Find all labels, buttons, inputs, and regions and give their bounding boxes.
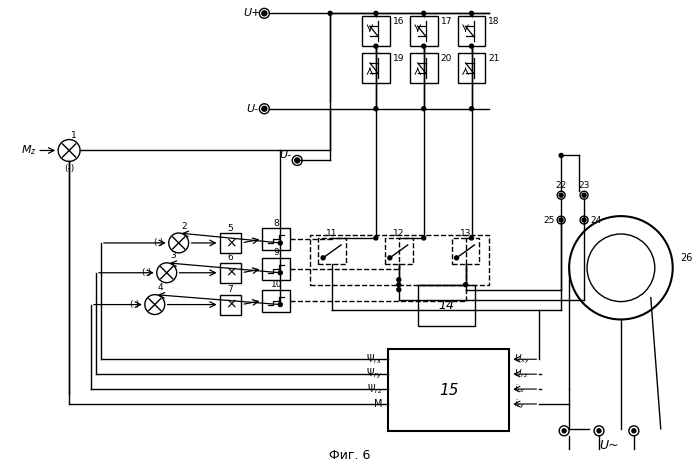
Circle shape	[262, 11, 267, 16]
Text: 11: 11	[326, 228, 338, 238]
Text: $i_{ry}$: $i_{ry}$	[514, 397, 525, 411]
Circle shape	[559, 153, 563, 158]
Circle shape	[421, 236, 426, 240]
Text: 21: 21	[489, 54, 500, 62]
Text: (-): (-)	[154, 239, 164, 247]
Text: 19: 19	[393, 54, 404, 62]
Text: $i_{rx}$: $i_{rx}$	[514, 383, 525, 395]
Text: Фиг. 6: Фиг. 6	[329, 449, 370, 462]
Text: 22: 22	[556, 181, 567, 190]
Circle shape	[397, 288, 401, 292]
Text: 12: 12	[393, 228, 405, 238]
Text: 9: 9	[273, 248, 279, 257]
Text: 7: 7	[228, 285, 233, 294]
Text: 3: 3	[170, 251, 175, 260]
Circle shape	[463, 283, 468, 287]
Bar	[452, 238, 480, 264]
Text: 17: 17	[440, 17, 452, 26]
Bar	[418, 285, 475, 327]
Bar	[219, 263, 241, 283]
Text: 15: 15	[439, 383, 459, 397]
Circle shape	[397, 283, 401, 287]
Text: 18: 18	[489, 17, 500, 26]
Circle shape	[470, 107, 473, 111]
Circle shape	[397, 278, 401, 282]
Circle shape	[632, 429, 636, 433]
Text: (-): (-)	[142, 268, 152, 277]
Circle shape	[421, 11, 426, 15]
Circle shape	[328, 11, 332, 15]
Circle shape	[374, 11, 378, 15]
Text: 16: 16	[393, 17, 404, 26]
Text: 20: 20	[440, 54, 452, 62]
Circle shape	[321, 256, 325, 260]
Circle shape	[470, 44, 473, 48]
Text: $\Psi_{rz}$: $\Psi_{rz}$	[366, 382, 383, 396]
Text: ×: ×	[224, 236, 236, 250]
Circle shape	[559, 193, 563, 197]
Text: (-): (-)	[130, 300, 140, 309]
Bar	[410, 53, 438, 83]
Text: $U_{xy}$: $U_{xy}$	[514, 353, 531, 366]
Circle shape	[262, 106, 267, 111]
Text: 4: 4	[158, 283, 164, 292]
Text: 1: 1	[71, 131, 77, 140]
Circle shape	[582, 218, 586, 222]
Text: U~: U~	[599, 439, 619, 452]
Circle shape	[562, 429, 566, 433]
Bar	[385, 238, 412, 264]
Circle shape	[278, 302, 282, 307]
Bar	[219, 295, 241, 315]
Circle shape	[295, 158, 300, 163]
Text: U-: U-	[279, 151, 291, 160]
Bar	[362, 16, 390, 46]
Text: 25: 25	[544, 216, 555, 225]
Text: (-): (-)	[64, 164, 74, 173]
Text: $\Psi_{ry}$: $\Psi_{ry}$	[366, 367, 383, 381]
Circle shape	[421, 107, 426, 111]
Bar	[262, 258, 290, 280]
Text: M: M	[375, 399, 383, 409]
Circle shape	[470, 236, 473, 240]
Circle shape	[454, 256, 459, 260]
Text: 5: 5	[228, 224, 233, 233]
Circle shape	[421, 44, 426, 48]
Bar	[318, 238, 346, 264]
Circle shape	[374, 107, 378, 111]
Text: 23: 23	[578, 181, 590, 190]
Text: 14: 14	[438, 299, 454, 312]
Bar	[219, 233, 241, 253]
Circle shape	[374, 44, 378, 48]
Text: 6: 6	[228, 254, 233, 262]
Text: $M_z$: $M_z$	[22, 144, 37, 158]
Circle shape	[470, 11, 473, 15]
Text: 10: 10	[271, 280, 282, 289]
Text: 24: 24	[591, 216, 602, 225]
Text: 2: 2	[182, 221, 187, 231]
Bar	[262, 290, 290, 312]
Bar	[310, 235, 489, 285]
Bar	[458, 16, 486, 46]
Bar	[362, 53, 390, 83]
Circle shape	[278, 241, 282, 245]
Text: 26: 26	[681, 253, 693, 263]
Text: U-: U-	[246, 104, 259, 114]
Circle shape	[374, 236, 378, 240]
Circle shape	[278, 271, 282, 275]
Circle shape	[388, 256, 392, 260]
Bar	[388, 350, 510, 431]
Text: $U_{rz}$: $U_{rz}$	[514, 368, 529, 380]
Circle shape	[582, 193, 586, 197]
Text: U+: U+	[244, 8, 261, 18]
Text: ×: ×	[224, 266, 236, 280]
Text: 8: 8	[273, 219, 279, 227]
Text: ×: ×	[224, 298, 236, 312]
Circle shape	[559, 218, 563, 222]
Text: $\Psi_{rx}$: $\Psi_{rx}$	[366, 352, 383, 366]
Bar	[262, 228, 290, 250]
Circle shape	[597, 429, 601, 433]
Bar	[410, 16, 438, 46]
Text: 13: 13	[460, 228, 471, 238]
Bar	[458, 53, 486, 83]
